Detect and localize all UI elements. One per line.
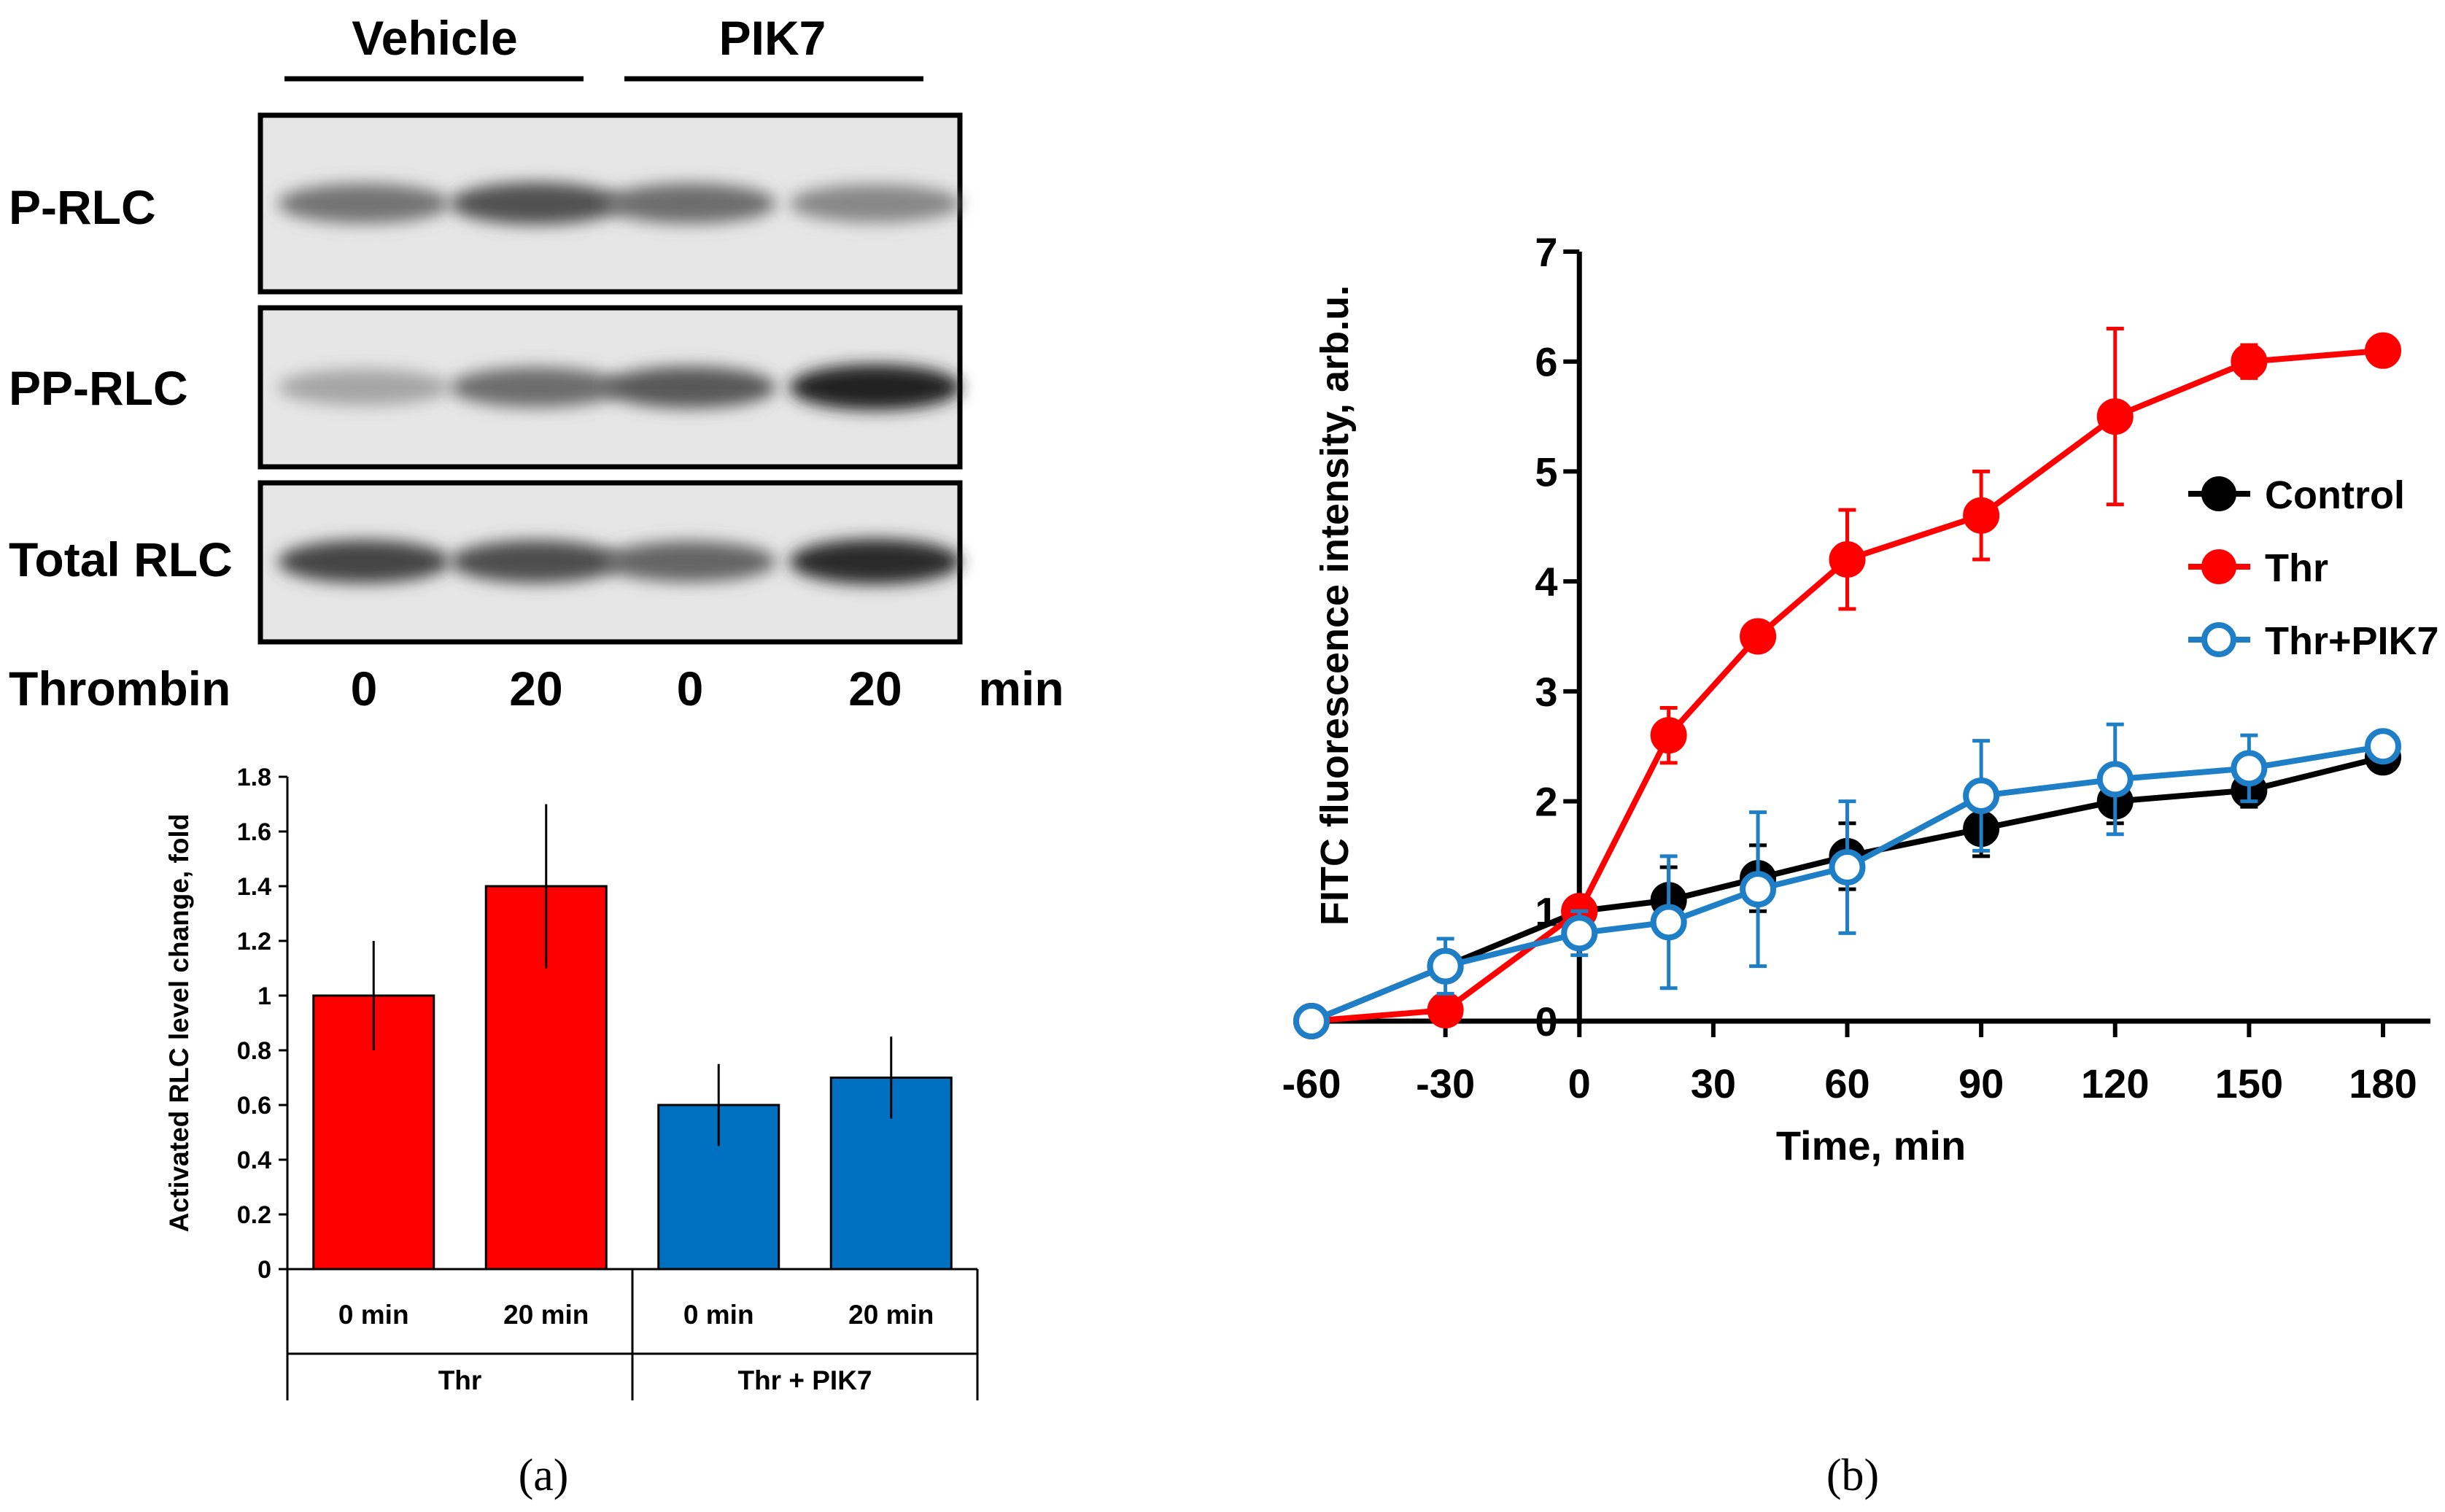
bar-group-label: Thr + PIK7 bbox=[737, 1365, 872, 1395]
data-point bbox=[1963, 778, 2000, 815]
bar-y-tick-label: 0.6 bbox=[237, 1092, 271, 1120]
bar-y-tick-label: 0.4 bbox=[237, 1147, 271, 1174]
data-point bbox=[1293, 1003, 1330, 1039]
bar-y-tick-label: 1.6 bbox=[237, 818, 271, 846]
data-point bbox=[2096, 761, 2134, 798]
thrombin-label: Thrombin bbox=[9, 662, 230, 716]
bar-y-tick-label: 1.4 bbox=[237, 873, 271, 901]
time-unit-label: min bbox=[978, 662, 1063, 716]
data-point bbox=[1963, 497, 2000, 534]
blot-band bbox=[789, 184, 961, 223]
bar-category-label: 20 min bbox=[848, 1300, 934, 1330]
blot-band bbox=[789, 364, 961, 411]
caption-a: (a) bbox=[519, 1451, 569, 1500]
legend-label: Thr bbox=[2265, 546, 2328, 590]
bar-chart: 0 0.2 0.4 0.6 0.8 1 1.2 1.4 1.6 1.8 0 min 20 min 0 m… bbox=[164, 764, 979, 1400]
data-point bbox=[1740, 871, 1777, 908]
data-point bbox=[1740, 618, 1777, 655]
blot-band bbox=[278, 369, 450, 406]
data-point bbox=[1427, 991, 1464, 1028]
line-x-tick-label: 0 bbox=[1568, 1061, 1591, 1106]
legend-label: Control bbox=[2265, 473, 2405, 517]
line-y-tick-label: 5 bbox=[1535, 449, 1557, 495]
bar-category-label: 0 min bbox=[338, 1300, 409, 1330]
group-label-pik7: PIK7 bbox=[719, 11, 826, 65]
bar-y-tick-label: 0 bbox=[257, 1256, 271, 1284]
data-point bbox=[1650, 904, 1687, 941]
bar-category-label: 0 min bbox=[683, 1300, 754, 1330]
data-point bbox=[2231, 343, 2268, 380]
data-point bbox=[2096, 398, 2134, 435]
blot-row-label: Total RLC bbox=[9, 532, 233, 586]
line-y-tick-label: 7 bbox=[1535, 229, 1557, 275]
data-point bbox=[1427, 947, 1464, 985]
data-point bbox=[2231, 750, 2268, 787]
line-y-axis-label: FITC fluorescence intensity, arb.u. bbox=[1313, 285, 1357, 926]
series-line bbox=[1310, 754, 2384, 1024]
line-x-tick-label: -60 bbox=[1282, 1061, 1341, 1106]
time-label: 20 bbox=[509, 662, 562, 716]
blot-row-label: P-RLC bbox=[9, 180, 156, 234]
blot-row-label: PP-RLC bbox=[9, 361, 188, 415]
line-y-tick-label: 2 bbox=[1535, 779, 1557, 825]
blot-band bbox=[450, 367, 622, 408]
line-x-axis-label: Time, min bbox=[1776, 1123, 1966, 1168]
series-thr-pik7 bbox=[1293, 722, 2401, 1039]
line-x-tick-label: 30 bbox=[1691, 1061, 1736, 1106]
line-x-tick-label: 180 bbox=[2349, 1061, 2417, 1106]
legend-marker bbox=[2201, 549, 2236, 584]
line-y-tick-label: 6 bbox=[1535, 339, 1557, 385]
blot-band bbox=[789, 538, 961, 585]
line-x-tick-label: 150 bbox=[2215, 1061, 2283, 1106]
data-point bbox=[2365, 332, 2401, 369]
series-line bbox=[1311, 347, 2384, 1024]
blot-band bbox=[604, 183, 776, 224]
line-y-tick-label: 4 bbox=[1535, 559, 1557, 605]
time-label: 0 bbox=[351, 662, 378, 716]
blot-bands bbox=[278, 182, 961, 585]
line-x-tick-label: 60 bbox=[1824, 1061, 1869, 1106]
legend-item: Thr+PIK7 bbox=[2188, 619, 2439, 663]
blot-band bbox=[450, 182, 622, 225]
blot-band bbox=[604, 366, 776, 408]
line-x-tick-label: 120 bbox=[2081, 1061, 2149, 1106]
time-label: 20 bbox=[848, 662, 902, 716]
series-line bbox=[1310, 743, 2384, 1024]
bar-y-tick-label: 1 bbox=[257, 982, 271, 1010]
western-blot: Vehicle PIK7 P-RLC PP-RLC Total RLC Thro… bbox=[9, 11, 1064, 716]
data-point bbox=[1829, 849, 1866, 885]
legend-marker bbox=[2201, 476, 2236, 511]
line-x-tick-label: -30 bbox=[1416, 1061, 1475, 1106]
data-point bbox=[1650, 717, 1687, 754]
legend-label: Thr+PIK7 bbox=[2265, 619, 2439, 663]
line-y-tick-label: 3 bbox=[1535, 669, 1557, 715]
blot-band bbox=[450, 540, 622, 584]
blot-band bbox=[604, 540, 776, 583]
bar-y-tick-label: 1.8 bbox=[237, 764, 271, 791]
legend-item: Thr bbox=[2188, 546, 2328, 590]
blot-band bbox=[278, 540, 450, 584]
bar-category-label: 20 min bbox=[503, 1300, 589, 1330]
bar-y-tick-label: 1.2 bbox=[237, 928, 271, 955]
line-x-tick-label: 90 bbox=[1958, 1061, 2004, 1106]
data-point bbox=[1561, 915, 1598, 952]
blot-band bbox=[278, 183, 450, 224]
line-y-tick-label: 0 bbox=[1535, 999, 1557, 1044]
bar-group-label: Thr bbox=[438, 1365, 482, 1395]
time-label: 0 bbox=[677, 662, 704, 716]
caption-b: (b) bbox=[1826, 1451, 1879, 1500]
data-point bbox=[1829, 541, 1866, 578]
group-label-vehicle: Vehicle bbox=[352, 11, 518, 65]
legend-marker bbox=[2201, 622, 2236, 657]
data-point bbox=[2365, 728, 2401, 765]
bar-y-tick-label: 0.8 bbox=[237, 1037, 271, 1065]
bar-y-tick-label: 0.2 bbox=[237, 1201, 271, 1229]
bar-y-axis-label: Activated RLC level change, fold bbox=[164, 814, 194, 1233]
legend-item: Control bbox=[2188, 473, 2405, 517]
